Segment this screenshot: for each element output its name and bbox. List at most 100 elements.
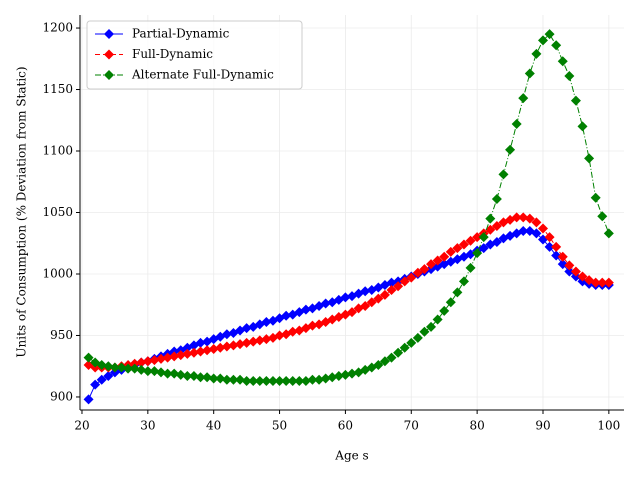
data-point <box>103 361 114 372</box>
data-point <box>156 367 167 378</box>
data-point <box>419 264 430 275</box>
data-point <box>129 363 140 374</box>
data-point <box>577 121 588 132</box>
data-point <box>452 287 463 298</box>
data-point <box>426 321 437 332</box>
data-point <box>551 241 562 252</box>
data-point <box>149 366 160 377</box>
data-point <box>597 277 608 288</box>
data-point <box>386 284 397 295</box>
legend-marker <box>104 70 114 80</box>
data-point <box>221 341 232 352</box>
data-point <box>518 93 529 104</box>
data-point <box>491 237 502 248</box>
data-point <box>228 340 239 351</box>
data-point <box>373 359 384 370</box>
series-line <box>88 216 609 368</box>
data-point <box>557 56 568 67</box>
data-point <box>162 368 173 379</box>
data-point <box>498 169 509 180</box>
data-point <box>544 241 555 252</box>
data-point <box>379 356 390 367</box>
data-point <box>412 332 423 343</box>
data-point <box>109 362 120 373</box>
data-point <box>485 224 496 235</box>
data-point <box>426 259 437 270</box>
data-point <box>603 228 614 239</box>
data-point <box>96 359 107 370</box>
data-point <box>551 40 562 51</box>
data-point <box>228 374 239 385</box>
data-point <box>142 356 153 367</box>
data-point <box>544 232 555 243</box>
x-tick-label: 100 <box>597 419 620 433</box>
data-point <box>439 251 450 262</box>
data-point <box>386 277 397 288</box>
legend-label: Alternate Full-Dynamic <box>131 68 274 82</box>
data-point <box>241 375 252 386</box>
data-point <box>590 277 601 288</box>
data-point <box>518 212 529 223</box>
data-point <box>458 276 469 287</box>
data-point <box>360 286 371 297</box>
y-tick-label: 900 <box>50 389 73 403</box>
legend-box <box>86 20 303 90</box>
data-point <box>340 292 351 303</box>
data-point <box>511 118 522 129</box>
data-point <box>564 70 575 81</box>
data-point <box>287 375 298 386</box>
data-point <box>281 310 292 321</box>
x-axis-label: Age s <box>334 449 368 463</box>
data-point <box>188 347 199 358</box>
data-point <box>485 213 496 224</box>
data-point <box>116 362 127 373</box>
data-point <box>491 221 502 232</box>
data-point <box>518 225 529 236</box>
data-point <box>215 342 226 353</box>
data-point <box>597 211 608 222</box>
data-point <box>261 316 272 327</box>
data-point <box>458 239 469 250</box>
data-point <box>202 345 213 356</box>
data-point <box>327 372 338 383</box>
x-tick-label: 90 <box>535 419 550 433</box>
data-point <box>123 363 134 374</box>
data-point <box>287 326 298 337</box>
data-point <box>564 260 575 271</box>
data-point <box>570 95 581 106</box>
data-point <box>432 314 443 325</box>
data-point <box>531 217 542 228</box>
data-point <box>379 289 390 300</box>
data-point <box>393 281 404 292</box>
data-point <box>557 251 568 262</box>
data-point <box>366 297 377 308</box>
data-point <box>551 250 562 261</box>
data-point <box>314 374 325 385</box>
data-point <box>432 255 443 266</box>
data-point <box>478 232 489 243</box>
data-point <box>472 232 483 243</box>
data-point <box>340 369 351 380</box>
x-tick-label: 30 <box>140 419 155 433</box>
data-point <box>524 213 535 224</box>
data-point <box>406 272 417 283</box>
data-point <box>399 276 410 287</box>
data-point <box>195 337 206 348</box>
data-point <box>136 364 147 375</box>
data-point <box>254 335 265 346</box>
x-tick-label: 80 <box>469 419 484 433</box>
data-point <box>465 249 476 260</box>
data-point <box>261 375 272 386</box>
data-point <box>169 351 180 362</box>
legend: Partial-Dynamic Full-Dynamic Alternate Ful… <box>86 20 303 90</box>
data-point <box>472 248 483 259</box>
data-point <box>300 304 311 315</box>
data-point <box>320 298 331 309</box>
y-tick-label: 1000 <box>42 266 73 280</box>
legend-marker <box>104 29 114 39</box>
data-point <box>267 375 278 386</box>
data-point <box>208 373 219 384</box>
data-point <box>393 347 404 358</box>
y-tick-label: 1150 <box>42 82 73 96</box>
data-point <box>386 352 397 363</box>
